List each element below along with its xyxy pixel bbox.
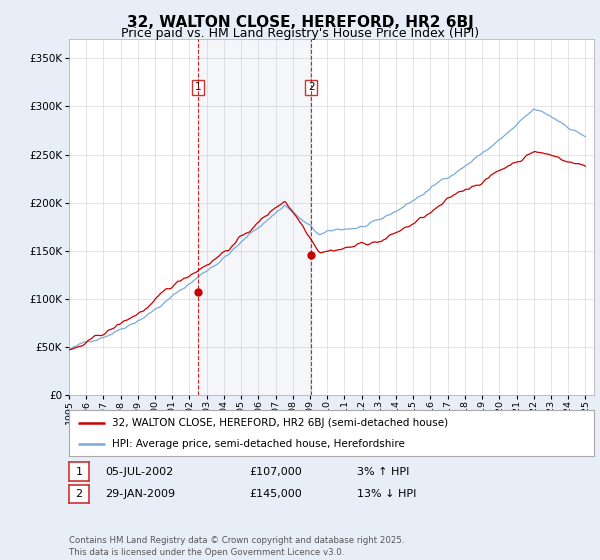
Bar bbox=[198, 39, 311, 395]
Text: 13% ↓ HPI: 13% ↓ HPI bbox=[357, 489, 416, 499]
Text: 2: 2 bbox=[308, 82, 314, 92]
Text: Price paid vs. HM Land Registry's House Price Index (HPI): Price paid vs. HM Land Registry's House … bbox=[121, 27, 479, 40]
Text: 29-JAN-2009: 29-JAN-2009 bbox=[105, 489, 175, 499]
Text: 05-JUL-2002: 05-JUL-2002 bbox=[105, 466, 173, 477]
Text: Contains HM Land Registry data © Crown copyright and database right 2025.
This d: Contains HM Land Registry data © Crown c… bbox=[69, 536, 404, 557]
Text: 1: 1 bbox=[195, 82, 202, 92]
Text: £145,000: £145,000 bbox=[249, 489, 302, 499]
Text: £107,000: £107,000 bbox=[249, 466, 302, 477]
Text: 2: 2 bbox=[76, 489, 82, 499]
Text: 1: 1 bbox=[76, 466, 82, 477]
Text: 3% ↑ HPI: 3% ↑ HPI bbox=[357, 466, 409, 477]
Text: 32, WALTON CLOSE, HEREFORD, HR2 6BJ (semi-detached house): 32, WALTON CLOSE, HEREFORD, HR2 6BJ (sem… bbox=[112, 418, 448, 428]
Text: 32, WALTON CLOSE, HEREFORD, HR2 6BJ: 32, WALTON CLOSE, HEREFORD, HR2 6BJ bbox=[127, 15, 473, 30]
Text: HPI: Average price, semi-detached house, Herefordshire: HPI: Average price, semi-detached house,… bbox=[112, 439, 405, 449]
